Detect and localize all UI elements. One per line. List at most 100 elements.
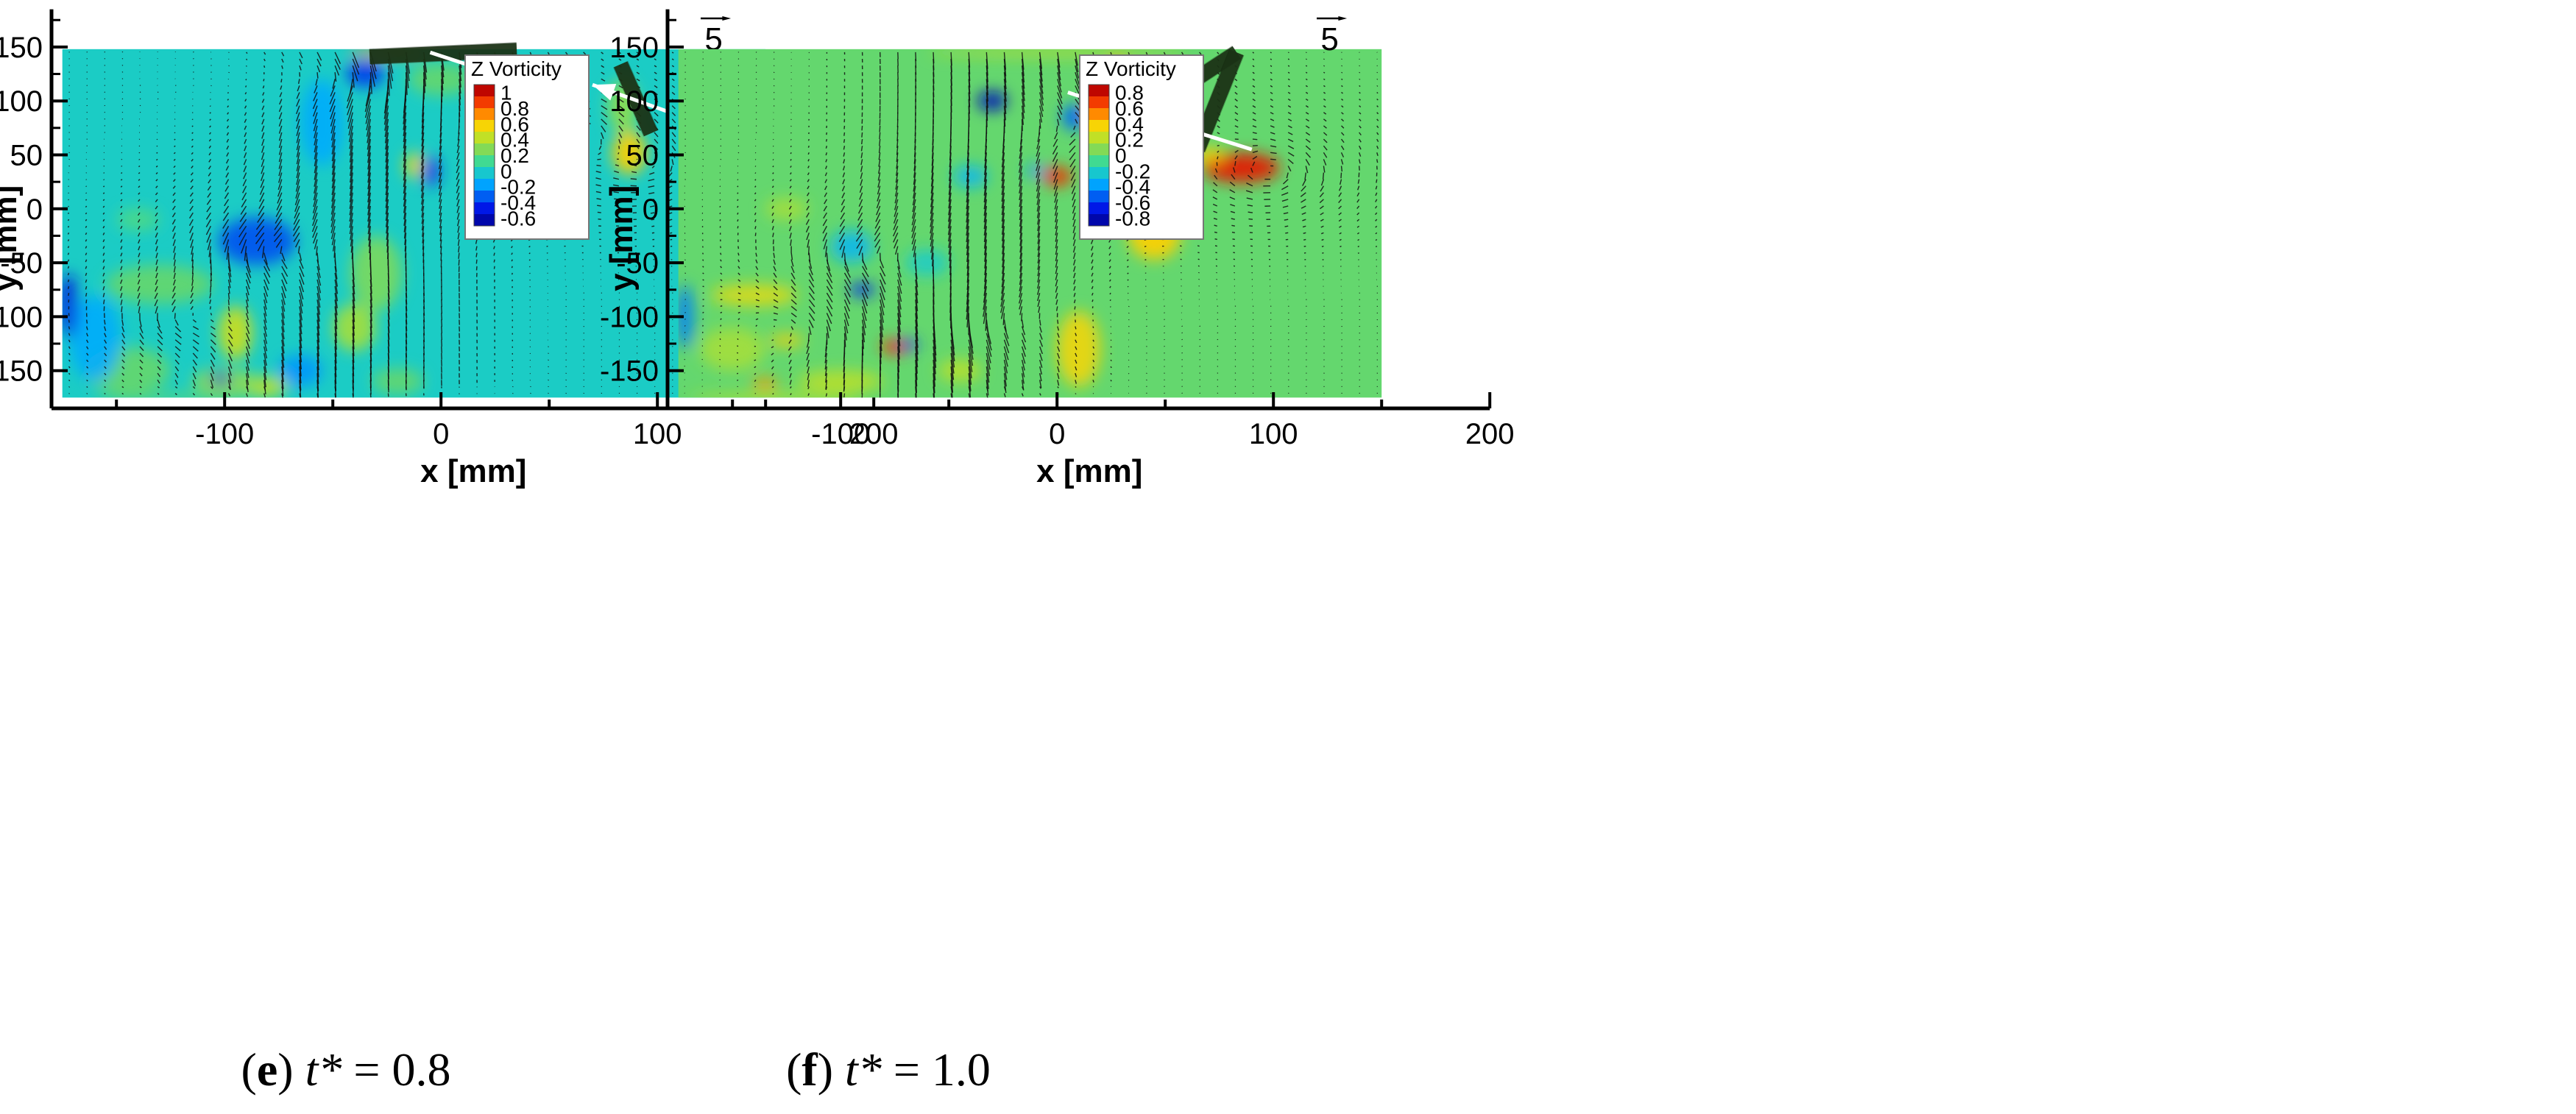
velocity-vector bbox=[210, 319, 214, 323]
velocity-vector bbox=[68, 199, 69, 201]
velocity-vector bbox=[157, 352, 163, 358]
velocity-vector bbox=[618, 52, 621, 54]
velocity-vector bbox=[369, 326, 372, 342]
velocity-vector bbox=[227, 285, 230, 294]
velocity-vector bbox=[930, 233, 934, 246]
velocity-vector bbox=[227, 333, 233, 339]
velocity-vector bbox=[618, 112, 625, 118]
velocity-vector bbox=[1198, 285, 1200, 287]
velocity-vector bbox=[966, 239, 969, 256]
colorbar-title: Z Vorticity bbox=[1086, 57, 1176, 80]
velocity-vector bbox=[386, 233, 389, 246]
velocity-vector bbox=[933, 366, 936, 387]
velocity-vector bbox=[878, 152, 881, 160]
velocity-vector bbox=[102, 205, 105, 208]
velocity-vector bbox=[771, 372, 774, 377]
velocity-vector bbox=[155, 239, 158, 245]
velocity-vector bbox=[950, 359, 955, 380]
velocity-vector bbox=[808, 285, 815, 294]
velocity-vector bbox=[299, 306, 302, 321]
velocity-vector bbox=[860, 159, 863, 166]
velocity-vector bbox=[1248, 211, 1253, 213]
velocity-vector bbox=[894, 192, 899, 204]
velocity-vector bbox=[85, 266, 88, 269]
velocity-vector bbox=[1359, 118, 1362, 121]
x-axis-title: x [mm] bbox=[420, 453, 526, 489]
velocity-vector bbox=[1092, 352, 1095, 356]
velocity-vector bbox=[1053, 185, 1058, 196]
velocity-vector bbox=[227, 293, 230, 300]
velocity-vector bbox=[1356, 205, 1360, 209]
velocity-vector bbox=[808, 279, 815, 288]
velocity-vector bbox=[210, 352, 216, 360]
velocity-vector bbox=[1305, 152, 1311, 158]
velocity-vector bbox=[1057, 92, 1063, 104]
velocity-vector bbox=[222, 212, 230, 221]
velocity-vector bbox=[874, 219, 881, 229]
velocity-vector bbox=[385, 132, 389, 150]
colorbar-swatch bbox=[1089, 179, 1109, 191]
velocity-vector bbox=[1356, 185, 1360, 191]
velocity-vector bbox=[316, 246, 318, 256]
velocity-vector bbox=[1234, 105, 1239, 109]
velocity-vector bbox=[1198, 272, 1200, 274]
velocity-vector bbox=[1234, 91, 1238, 95]
velocity-vector bbox=[369, 299, 372, 315]
velocity-vector bbox=[895, 179, 899, 190]
velocity-vector bbox=[1376, 159, 1379, 163]
velocity-vector bbox=[1270, 118, 1275, 121]
velocity-vector bbox=[331, 185, 336, 202]
velocity-vector bbox=[1199, 52, 1202, 55]
velocity-vector bbox=[316, 52, 322, 61]
velocity-vector bbox=[174, 359, 180, 365]
velocity-vector bbox=[877, 166, 881, 174]
velocity-vector bbox=[1019, 239, 1023, 253]
velocity-vector bbox=[1234, 125, 1239, 128]
velocity-vector bbox=[258, 205, 265, 216]
velocity-vector bbox=[597, 205, 601, 207]
velocity-vector bbox=[1021, 326, 1026, 336]
velocity-vector bbox=[1305, 118, 1309, 122]
velocity-vector bbox=[1071, 179, 1076, 188]
colorbar-swatch bbox=[1089, 155, 1109, 167]
velocity-vector bbox=[702, 272, 704, 274]
velocity-vector bbox=[225, 172, 230, 178]
velocity-vector bbox=[896, 146, 899, 155]
velocity-vector bbox=[260, 172, 265, 181]
velocity-vector bbox=[403, 159, 407, 174]
velocity-vector bbox=[403, 179, 407, 194]
velocity-vector bbox=[330, 226, 336, 240]
velocity-vector bbox=[367, 166, 372, 183]
velocity-vector bbox=[440, 246, 442, 255]
vorticity-blob bbox=[882, 339, 908, 355]
velocity-vector bbox=[137, 225, 141, 230]
velocity-vector bbox=[312, 233, 318, 244]
colorbar-level-label: 1 bbox=[500, 82, 512, 104]
velocity-vector bbox=[1303, 245, 1306, 247]
velocity-vector bbox=[296, 92, 300, 99]
velocity-vector bbox=[1323, 145, 1328, 151]
velocity-vector bbox=[420, 185, 425, 199]
x-tick-label: 0 bbox=[1049, 418, 1065, 450]
vorticity-blob bbox=[953, 166, 988, 188]
velocity-vector bbox=[1055, 226, 1058, 235]
velocity-vector bbox=[949, 259, 952, 275]
velocity-vector bbox=[1021, 118, 1023, 132]
velocity-vector bbox=[1126, 259, 1129, 262]
velocity-vector bbox=[102, 292, 105, 297]
velocity-vector bbox=[421, 205, 425, 218]
velocity-vector bbox=[860, 138, 863, 145]
velocity-vector bbox=[1039, 366, 1043, 375]
velocity-vector bbox=[671, 159, 674, 166]
velocity-vector bbox=[367, 179, 372, 196]
vorticity-blob bbox=[678, 284, 694, 350]
velocity-vector bbox=[773, 305, 779, 309]
velocity-vector bbox=[227, 359, 233, 369]
velocity-vector bbox=[299, 285, 304, 299]
velocity-vector bbox=[121, 366, 125, 369]
velocity-vector bbox=[1252, 118, 1256, 121]
velocity-vector bbox=[316, 285, 321, 301]
velocity-vector bbox=[403, 105, 407, 124]
velocity-vector bbox=[1126, 246, 1129, 249]
velocity-vector bbox=[983, 205, 988, 223]
